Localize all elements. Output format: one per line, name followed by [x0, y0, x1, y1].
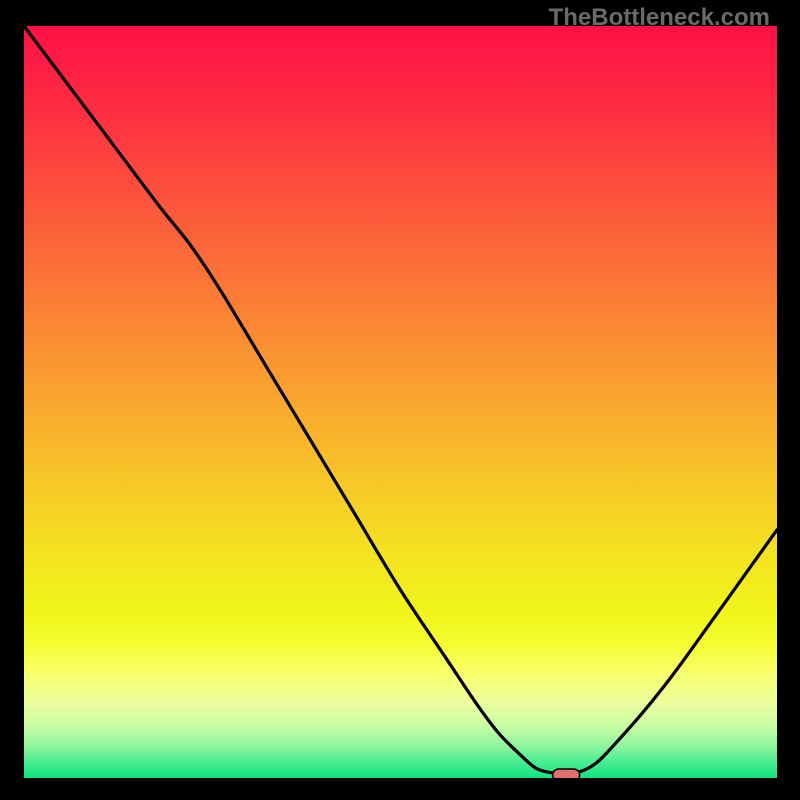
plot-area: [24, 26, 777, 778]
chart-frame: TheBottleneck.com: [0, 0, 800, 800]
watermark-label: TheBottleneck.com: [549, 4, 770, 32]
optimal-marker: [24, 26, 777, 778]
